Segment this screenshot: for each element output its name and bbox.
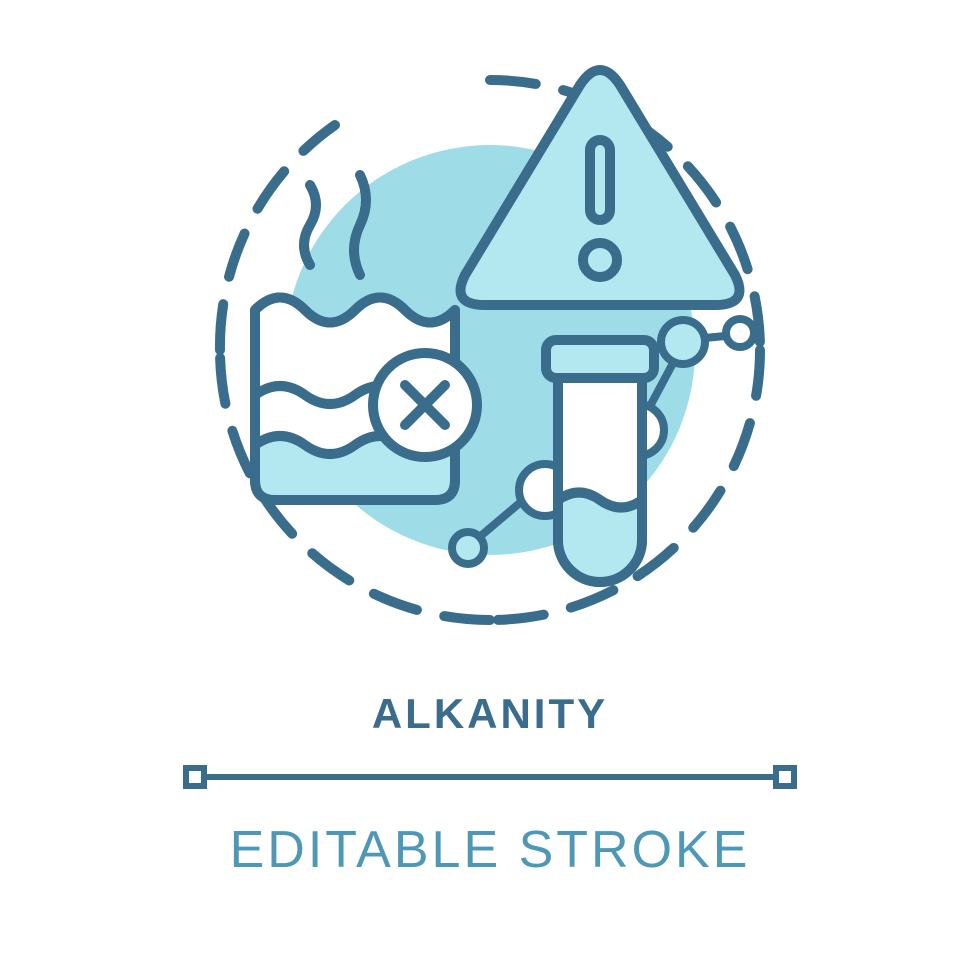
concept-illustration xyxy=(0,0,980,660)
subtitle-label: EDITABLE STROKE xyxy=(0,820,980,880)
test-tube-icon xyxy=(546,340,654,582)
divider-line xyxy=(0,757,980,797)
infographic-canvas: ALKANITY EDITABLE STROKE xyxy=(0,0,980,980)
reject-x-icon xyxy=(373,353,477,457)
title-label: ALKANITY xyxy=(0,690,980,738)
